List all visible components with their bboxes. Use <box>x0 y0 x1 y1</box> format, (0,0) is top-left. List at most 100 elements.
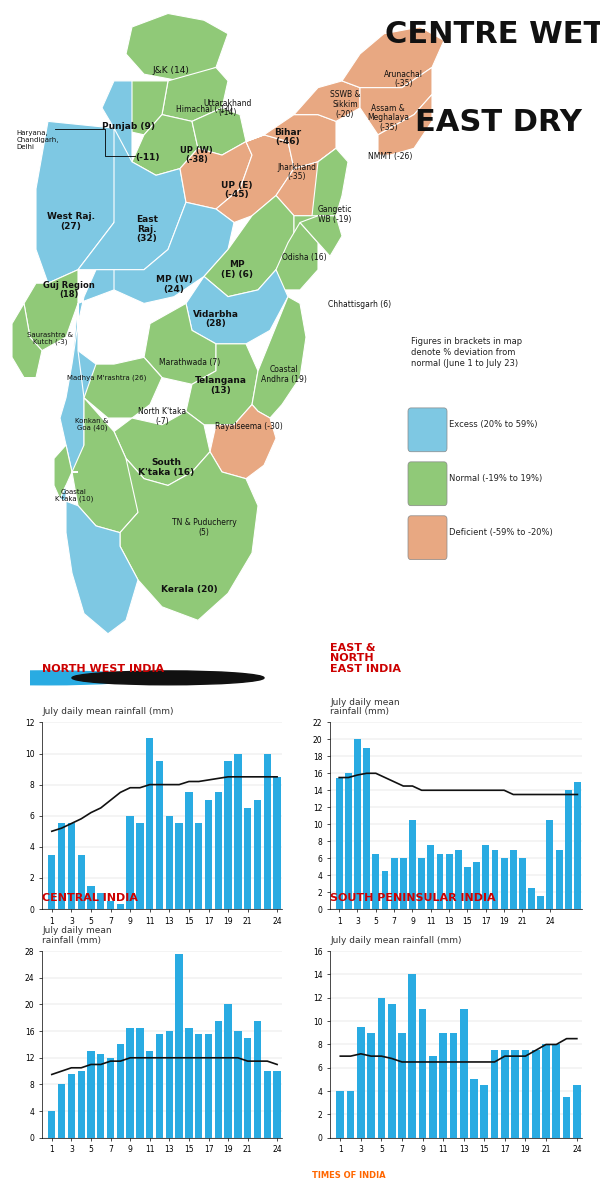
Polygon shape <box>180 142 252 209</box>
Polygon shape <box>378 94 432 155</box>
Polygon shape <box>210 405 276 479</box>
Bar <box>224 761 232 909</box>
Bar <box>481 1085 488 1138</box>
Bar <box>185 792 193 909</box>
Bar <box>166 1031 173 1138</box>
Bar <box>234 1031 242 1138</box>
Polygon shape <box>144 303 216 384</box>
Text: TN & Puducherry
(5): TN & Puducherry (5) <box>172 518 236 537</box>
Bar <box>439 1033 447 1138</box>
Polygon shape <box>102 81 168 135</box>
Text: Madhya M'rashtra (26): Madhya M'rashtra (26) <box>67 374 146 380</box>
Text: Arunachal
(-35): Arunachal (-35) <box>384 70 423 88</box>
Text: July daily mean rainfall (mm): July daily mean rainfall (mm) <box>330 937 461 945</box>
Bar <box>195 1034 202 1138</box>
Text: West Raj.
(27): West Raj. (27) <box>47 212 95 230</box>
Bar <box>156 761 163 909</box>
Text: Haryana,
Chandigarh,
Delhi: Haryana, Chandigarh, Delhi <box>17 130 59 150</box>
Text: CENTRE WET,: CENTRE WET, <box>385 20 600 49</box>
Bar <box>345 773 352 909</box>
Bar <box>336 778 343 909</box>
Text: NMMT (-26): NMMT (-26) <box>368 152 412 161</box>
Bar <box>48 855 55 909</box>
Bar <box>254 801 261 909</box>
Bar <box>175 824 183 909</box>
Bar <box>482 845 489 909</box>
Text: Jharkhand
(-35): Jharkhand (-35) <box>277 163 316 182</box>
Text: Rayalseema (-30): Rayalseema (-30) <box>215 421 283 431</box>
Text: Saurashtra &
Kutch (-3): Saurashtra & Kutch (-3) <box>27 332 73 346</box>
Bar <box>446 854 452 909</box>
Bar <box>156 1034 163 1138</box>
Bar <box>409 820 416 909</box>
Bar <box>500 858 508 909</box>
Text: EAST &
NORTH
EAST INDIA: EAST & NORTH EAST INDIA <box>330 643 401 674</box>
Text: Uttarakhand
(-14): Uttarakhand (-14) <box>204 99 252 117</box>
Bar <box>274 777 281 909</box>
Bar <box>263 1072 271 1138</box>
Text: Kerala (20): Kerala (20) <box>161 585 217 595</box>
Bar <box>88 886 95 909</box>
Bar <box>254 1021 261 1138</box>
Polygon shape <box>96 202 234 303</box>
FancyBboxPatch shape <box>408 462 447 506</box>
Bar <box>116 904 124 909</box>
Bar <box>48 1111 55 1138</box>
Text: (-11): (-11) <box>135 153 159 161</box>
Bar <box>88 1051 95 1138</box>
Bar <box>224 1004 232 1138</box>
Bar <box>437 854 443 909</box>
Polygon shape <box>204 195 294 296</box>
Bar <box>556 850 563 909</box>
Text: J&K (14): J&K (14) <box>152 66 190 76</box>
Bar <box>244 808 251 909</box>
Text: FOR MORE INFOGRAPHICS DOWNLOAD: FOR MORE INFOGRAPHICS DOWNLOAD <box>60 1170 230 1180</box>
Text: MP
(E) (6): MP (E) (6) <box>221 260 253 279</box>
Text: East
Raj.
(32): East Raj. (32) <box>136 216 158 243</box>
Bar <box>429 1056 437 1138</box>
Bar <box>185 1028 193 1138</box>
Bar <box>455 850 462 909</box>
Polygon shape <box>162 67 228 122</box>
Text: Gangetic
WB (-19): Gangetic WB (-19) <box>317 205 352 224</box>
Polygon shape <box>60 303 84 472</box>
Bar <box>136 824 143 909</box>
Bar <box>409 974 416 1138</box>
Text: NORMAL: NORMAL <box>189 673 243 683</box>
Bar <box>528 887 535 909</box>
Bar <box>473 862 480 909</box>
Bar <box>427 845 434 909</box>
Polygon shape <box>294 81 360 122</box>
Polygon shape <box>126 13 228 81</box>
Bar <box>337 1091 344 1138</box>
Text: Figures in brackets in map
denote % deviation from
normal (June 1 to July 23): Figures in brackets in map denote % devi… <box>411 337 522 368</box>
Polygon shape <box>186 270 288 344</box>
Polygon shape <box>72 397 144 532</box>
Bar <box>464 867 471 909</box>
Bar <box>68 824 75 909</box>
Bar <box>146 738 154 909</box>
Bar <box>107 902 114 909</box>
FancyBboxPatch shape <box>408 515 447 560</box>
Text: NORTH WEST INDIA: NORTH WEST INDIA <box>42 665 164 674</box>
Text: UP (E)
(-45): UP (E) (-45) <box>221 181 253 200</box>
Polygon shape <box>60 485 138 633</box>
Bar <box>419 1009 427 1138</box>
Polygon shape <box>24 270 78 350</box>
Text: TIMES OF INDIA: TIMES OF INDIA <box>312 1170 386 1180</box>
Bar <box>347 1091 355 1138</box>
Bar <box>491 850 499 909</box>
Polygon shape <box>132 114 198 176</box>
Bar <box>77 855 85 909</box>
Text: Excess (20% to 59%): Excess (20% to 59%) <box>449 420 538 430</box>
Text: CENTRAL INDIA: CENTRAL INDIA <box>42 893 138 903</box>
Bar <box>532 1050 539 1138</box>
Polygon shape <box>276 223 318 290</box>
Bar <box>107 1058 114 1138</box>
Polygon shape <box>192 108 246 155</box>
Polygon shape <box>114 412 210 485</box>
Text: TOI: TOI <box>12 1169 36 1181</box>
Polygon shape <box>216 135 294 223</box>
Text: July daily mean rainfall (mm): July daily mean rainfall (mm) <box>42 708 173 716</box>
Text: Marathwada (7): Marathwada (7) <box>159 359 220 367</box>
